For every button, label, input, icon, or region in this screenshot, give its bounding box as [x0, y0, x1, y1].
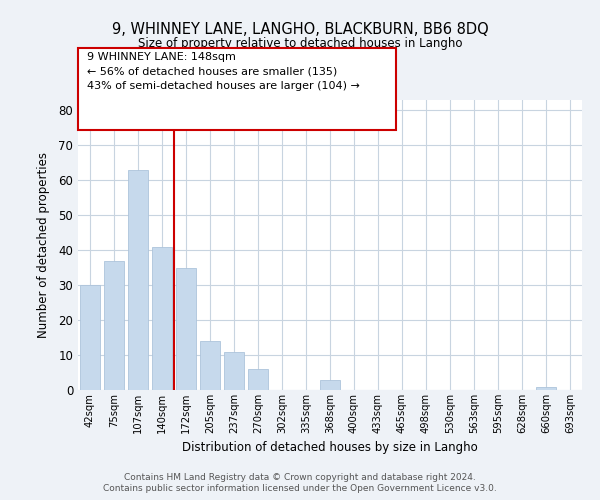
Bar — [536, 386, 556, 390]
Bar — [152, 246, 172, 390]
Text: 9 WHINNEY LANE: 148sqm
← 56% of detached houses are smaller (135)
43% of semi-de: 9 WHINNEY LANE: 148sqm ← 56% of detached… — [87, 52, 360, 92]
Bar — [224, 352, 244, 390]
Bar — [200, 341, 220, 390]
Text: Size of property relative to detached houses in Langho: Size of property relative to detached ho… — [138, 38, 462, 51]
Y-axis label: Number of detached properties: Number of detached properties — [37, 152, 50, 338]
Bar — [80, 285, 100, 390]
Bar — [176, 268, 196, 390]
Text: Contains public sector information licensed under the Open Government Licence v3: Contains public sector information licen… — [103, 484, 497, 493]
Bar — [248, 369, 268, 390]
Bar — [128, 170, 148, 390]
Bar — [104, 260, 124, 390]
Text: 9, WHINNEY LANE, LANGHO, BLACKBURN, BB6 8DQ: 9, WHINNEY LANE, LANGHO, BLACKBURN, BB6 … — [112, 22, 488, 38]
X-axis label: Distribution of detached houses by size in Langho: Distribution of detached houses by size … — [182, 442, 478, 454]
Text: Contains HM Land Registry data © Crown copyright and database right 2024.: Contains HM Land Registry data © Crown c… — [124, 473, 476, 482]
Bar — [320, 380, 340, 390]
